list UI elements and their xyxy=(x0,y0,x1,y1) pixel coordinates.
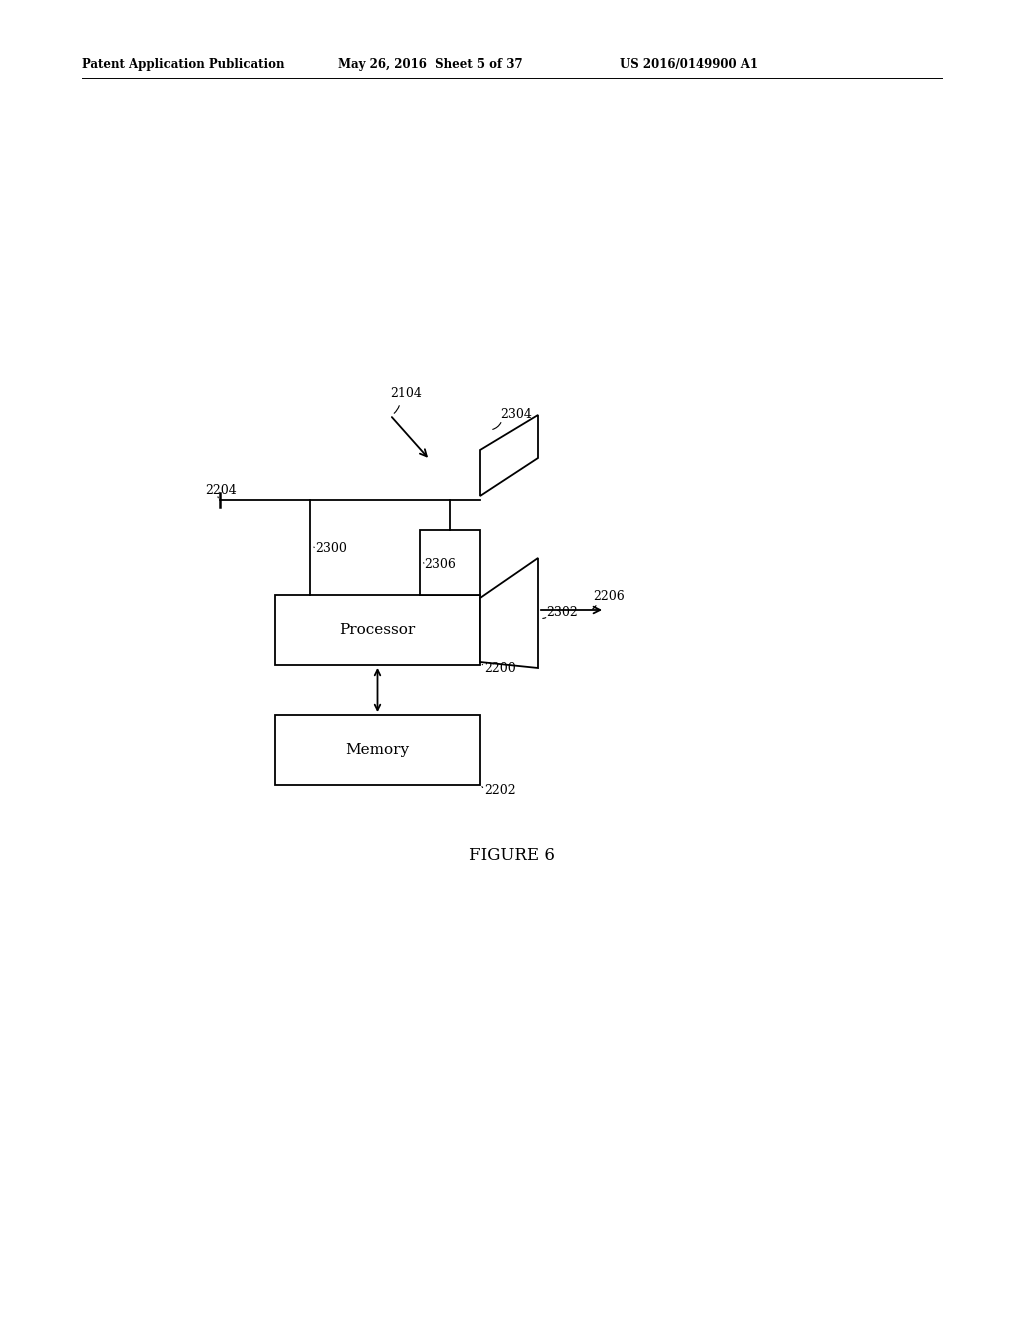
Text: 2202: 2202 xyxy=(484,784,516,796)
Text: 2200: 2200 xyxy=(484,661,516,675)
Text: 2204: 2204 xyxy=(205,483,237,496)
Bar xyxy=(275,715,480,785)
Text: 2300: 2300 xyxy=(315,541,347,554)
Text: 2302: 2302 xyxy=(546,606,578,619)
Text: Patent Application Publication: Patent Application Publication xyxy=(82,58,285,71)
Polygon shape xyxy=(480,414,538,496)
Text: May 26, 2016  Sheet 5 of 37: May 26, 2016 Sheet 5 of 37 xyxy=(338,58,522,71)
Text: FIGURE 6: FIGURE 6 xyxy=(469,846,555,863)
Text: US 2016/0149900 A1: US 2016/0149900 A1 xyxy=(620,58,758,71)
Text: 2306: 2306 xyxy=(424,558,456,572)
Text: Processor: Processor xyxy=(339,623,416,638)
Text: 2104: 2104 xyxy=(390,387,422,400)
Text: Memory: Memory xyxy=(345,743,410,756)
Text: 2206: 2206 xyxy=(593,590,625,603)
Bar xyxy=(275,595,480,665)
Bar xyxy=(420,531,480,595)
Text: 2304: 2304 xyxy=(500,408,531,421)
Polygon shape xyxy=(480,558,538,668)
